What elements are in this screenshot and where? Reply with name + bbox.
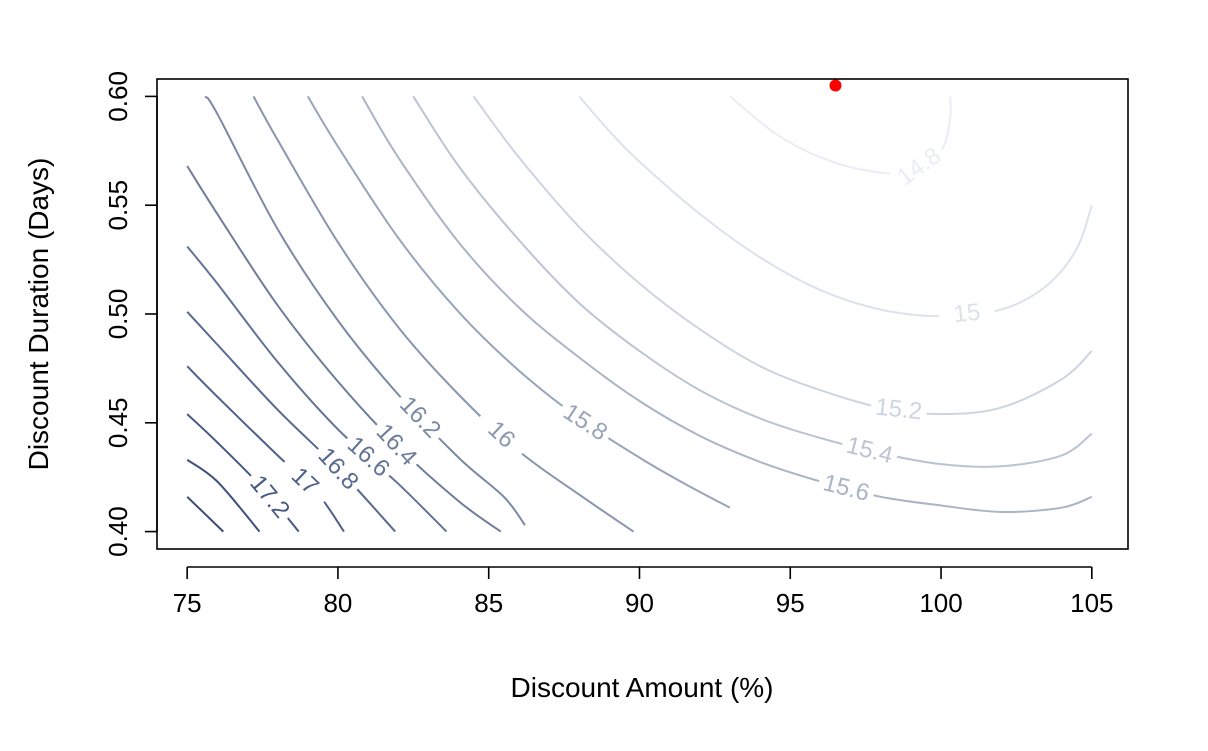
optimum-point bbox=[829, 79, 842, 92]
y-tick-label: 0.60 bbox=[103, 71, 133, 122]
x-tick-label: 80 bbox=[323, 588, 352, 618]
contour-lines bbox=[186, 95, 1093, 533]
y-axis-title: Discount Duration (Days) bbox=[23, 158, 54, 471]
x-tick-label: 100 bbox=[919, 588, 962, 618]
contour-labels: 14.81515.215.415.615.81616.216.416.616.8… bbox=[241, 138, 997, 528]
x-tick-label: 85 bbox=[474, 588, 503, 618]
contour-line-14-8 bbox=[729, 95, 952, 175]
contour-line-16 bbox=[252, 95, 635, 533]
contour-line-15-2 bbox=[472, 95, 1093, 416]
x-tick-label: 75 bbox=[173, 588, 202, 618]
y-tick-label: 0.50 bbox=[103, 289, 133, 340]
contour-label: 15.4 bbox=[844, 432, 896, 470]
contour-line-15-6 bbox=[361, 95, 1093, 514]
contour-line-16-4 bbox=[186, 165, 502, 533]
y-tick-label: 0.40 bbox=[103, 506, 133, 557]
contour-label: 15 bbox=[952, 299, 981, 329]
contour-line-15 bbox=[578, 95, 1093, 318]
y-tick-label: 0.45 bbox=[103, 397, 133, 448]
contour-label: 15.2 bbox=[874, 394, 923, 426]
contour-label: 15.6 bbox=[820, 469, 872, 507]
x-axis-title: Discount Amount (%) bbox=[511, 672, 774, 703]
contour-line-16-8 bbox=[186, 311, 396, 533]
contour-line-16-2 bbox=[204, 95, 526, 526]
y-tick-label: 0.55 bbox=[103, 180, 133, 231]
x-tick-label: 105 bbox=[1070, 588, 1113, 618]
highlight-layer bbox=[829, 79, 842, 92]
x-tick-label: 95 bbox=[776, 588, 805, 618]
contour-line-17 bbox=[186, 365, 345, 533]
x-axis: 75 80 85 90 95 100 105 bbox=[173, 566, 1114, 618]
contour-line-16-6 bbox=[186, 245, 448, 533]
x-tick-label: 90 bbox=[625, 588, 654, 618]
contour-line-17-4 bbox=[186, 458, 261, 533]
contour-line-17-6 bbox=[186, 496, 224, 533]
contour-line-15-4 bbox=[412, 95, 1093, 468]
contour-line-15-8 bbox=[306, 95, 731, 509]
y-axis: 0.40 0.45 0.50 0.55 0.60 bbox=[103, 71, 158, 557]
